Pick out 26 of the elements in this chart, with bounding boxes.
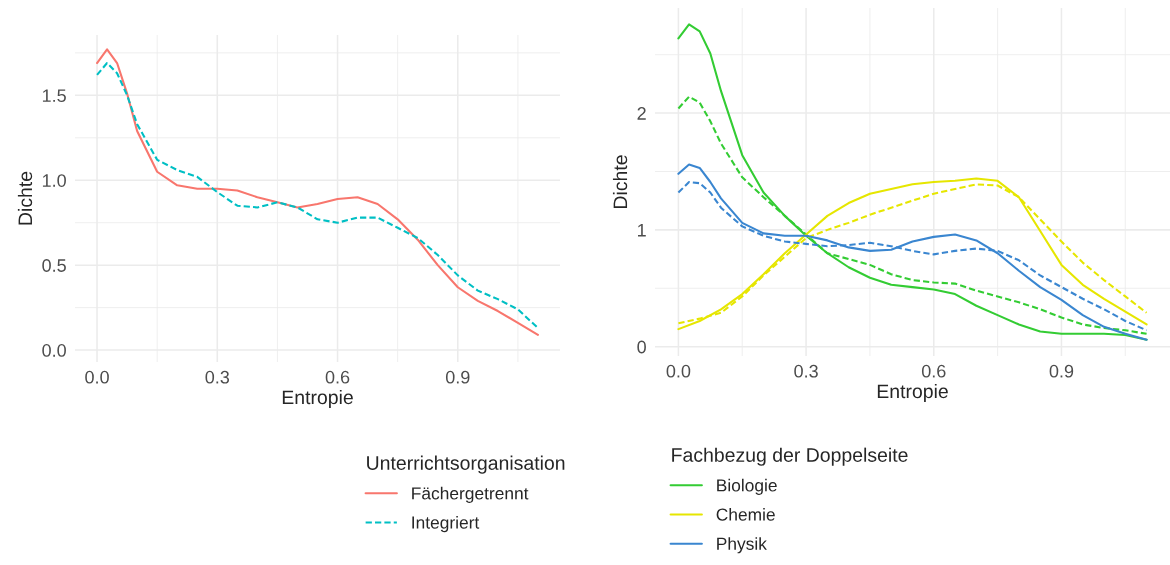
y-tick-label: 0.0 xyxy=(42,344,66,357)
x-tick-label: 0.9 xyxy=(445,370,470,384)
x-tick-label: 0.0 xyxy=(85,370,109,384)
x-tick-label: 0.0 xyxy=(666,364,691,378)
x-tick-label: 0.6 xyxy=(921,364,946,378)
y-axis-title: Dichte xyxy=(17,171,33,225)
y-tick-label: 0 xyxy=(637,340,646,354)
x-axis-title: Entropie xyxy=(877,383,948,403)
legend-label: Fächergetrennt xyxy=(412,486,529,503)
y-tick-label: 0.5 xyxy=(42,259,66,272)
y-tick-label: 1.0 xyxy=(42,174,66,187)
y-tick-label: 2 xyxy=(637,107,646,120)
legend-title: Fachbezug der Doppelseite xyxy=(672,447,908,466)
x-tick-label: 0.3 xyxy=(794,364,818,378)
legend-label: Physik xyxy=(717,537,767,554)
legend-label: Integriert xyxy=(412,515,480,533)
legend-label: Biologie xyxy=(717,478,777,495)
y-tick-label: 1.5 xyxy=(42,89,66,103)
legend-title: Unterrichtsorganisation xyxy=(367,455,565,474)
x-tick-label: 0.6 xyxy=(325,370,350,384)
y-tick-label: 1 xyxy=(638,224,646,237)
y-axis-title: Dichte xyxy=(612,155,628,208)
legend-label: Chemie xyxy=(716,507,775,521)
x-tick-label: 0.3 xyxy=(205,370,230,384)
x-tick-label: 0.9 xyxy=(1049,364,1074,378)
x-axis-title: Entropie xyxy=(282,389,353,409)
